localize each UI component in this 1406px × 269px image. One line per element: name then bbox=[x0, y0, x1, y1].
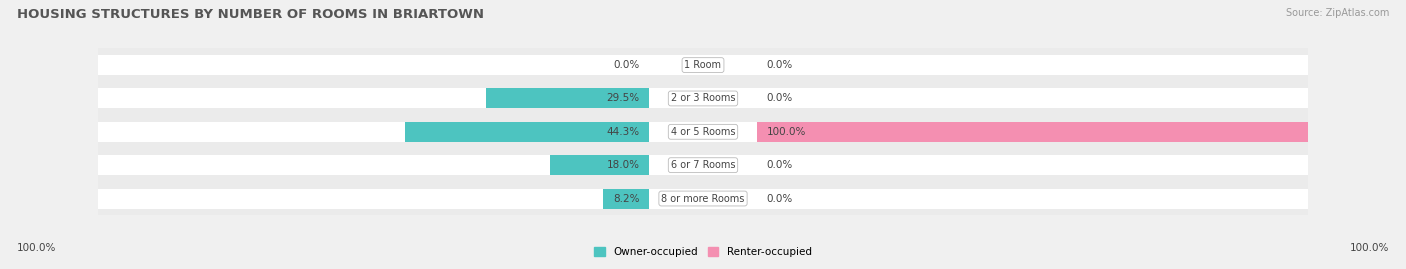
Bar bbox=[405, 122, 648, 142]
Text: 0.0%: 0.0% bbox=[613, 60, 640, 70]
Text: 0.0%: 0.0% bbox=[766, 160, 793, 170]
Text: 100.0%: 100.0% bbox=[766, 127, 806, 137]
Text: 100.0%: 100.0% bbox=[1350, 243, 1389, 253]
Bar bbox=[758, 122, 1308, 142]
Text: 8.2%: 8.2% bbox=[613, 193, 640, 204]
Legend: Owner-occupied, Renter-occupied: Owner-occupied, Renter-occupied bbox=[591, 243, 815, 261]
Text: 44.3%: 44.3% bbox=[606, 127, 640, 137]
Text: Source: ZipAtlas.com: Source: ZipAtlas.com bbox=[1285, 8, 1389, 18]
Text: 18.0%: 18.0% bbox=[606, 160, 640, 170]
Text: 29.5%: 29.5% bbox=[606, 93, 640, 104]
Bar bbox=[486, 89, 648, 108]
Bar bbox=[98, 89, 1308, 108]
Text: 0.0%: 0.0% bbox=[766, 193, 793, 204]
Text: 0.0%: 0.0% bbox=[766, 60, 793, 70]
Bar bbox=[98, 55, 1308, 75]
Text: 4 or 5 Rooms: 4 or 5 Rooms bbox=[671, 127, 735, 137]
Bar bbox=[550, 155, 648, 175]
Bar bbox=[98, 82, 1308, 115]
Bar bbox=[98, 148, 1308, 182]
Text: HOUSING STRUCTURES BY NUMBER OF ROOMS IN BRIARTOWN: HOUSING STRUCTURES BY NUMBER OF ROOMS IN… bbox=[17, 8, 484, 21]
Bar bbox=[98, 115, 1308, 148]
Text: 2 or 3 Rooms: 2 or 3 Rooms bbox=[671, 93, 735, 104]
Text: 1 Room: 1 Room bbox=[685, 60, 721, 70]
Text: 6 or 7 Rooms: 6 or 7 Rooms bbox=[671, 160, 735, 170]
Bar bbox=[98, 155, 1308, 175]
Bar bbox=[98, 48, 1308, 82]
Text: 0.0%: 0.0% bbox=[766, 93, 793, 104]
Bar bbox=[98, 122, 1308, 142]
Text: 8 or more Rooms: 8 or more Rooms bbox=[661, 193, 745, 204]
Bar bbox=[98, 189, 1308, 208]
Bar bbox=[98, 182, 1308, 215]
Bar bbox=[603, 189, 648, 208]
Text: 100.0%: 100.0% bbox=[17, 243, 56, 253]
